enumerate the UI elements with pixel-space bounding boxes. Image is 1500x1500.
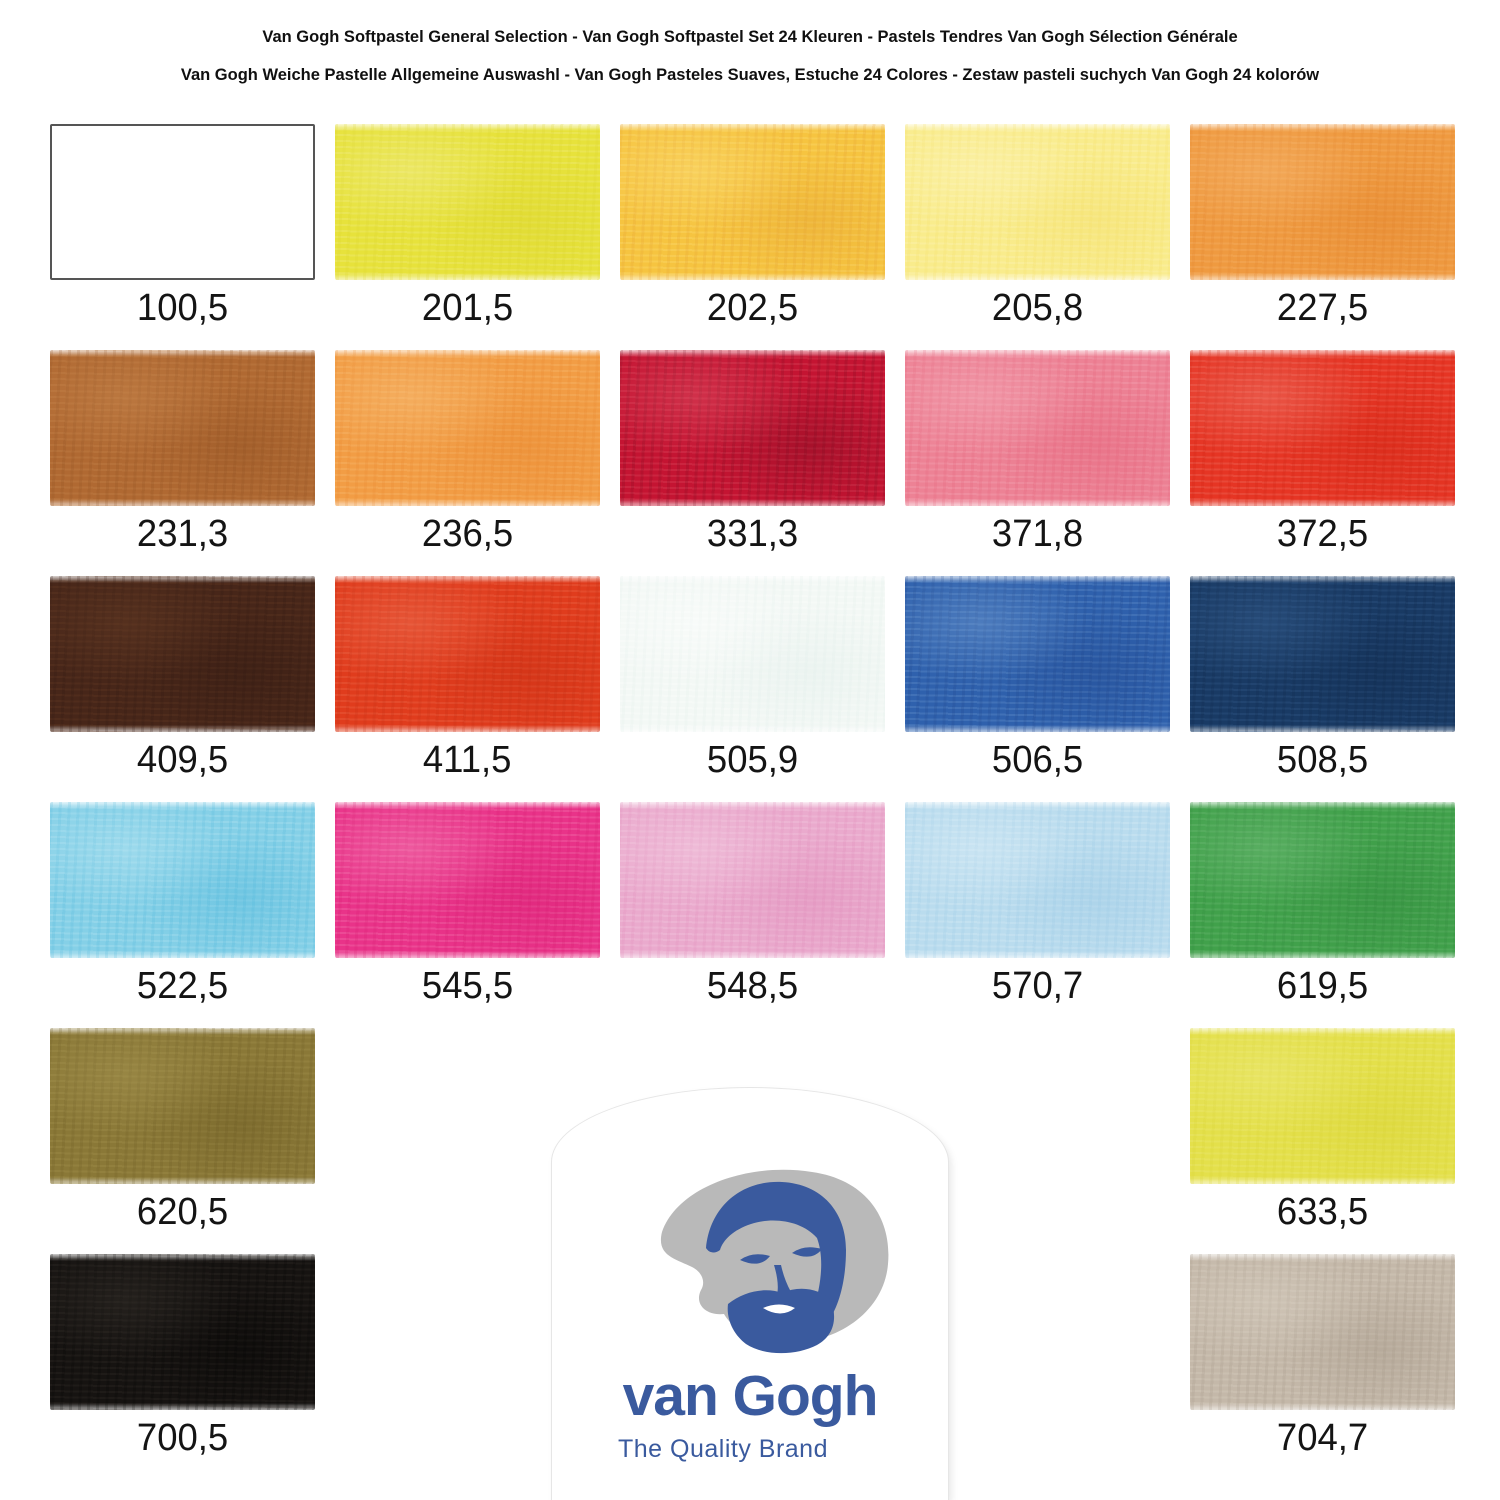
pastel-code-label: 409,5 xyxy=(136,739,229,781)
pastel-code-label: 545,5 xyxy=(421,965,514,1007)
pastel-swatch-cell: 506,5 xyxy=(905,576,1170,802)
pastel-code-label: 704,7 xyxy=(1276,1417,1369,1459)
pastel-swatch-cell: 100,5 xyxy=(50,124,315,350)
brand-tagline: The Quality Brand xyxy=(618,1435,828,1463)
title-line-2: Van Gogh Weiche Pastelle Allgemeine Ausw… xyxy=(180,66,1320,84)
pastel-code-label: 205,8 xyxy=(991,287,1084,329)
pastel-swatch-cell: 331,3 xyxy=(620,350,885,576)
pastel-swatch xyxy=(50,1254,315,1410)
pastel-swatch xyxy=(50,350,315,506)
pastel-swatch xyxy=(50,802,315,958)
pastel-swatch-cell: 545,5 xyxy=(335,802,600,1028)
pastel-swatch-cell: 570,7 xyxy=(905,802,1170,1028)
pastel-code-label: 619,5 xyxy=(1276,965,1369,1007)
pastel-swatch xyxy=(905,350,1170,506)
pastel-swatch xyxy=(335,124,600,280)
pastel-swatch xyxy=(620,802,885,958)
pastel-code-label: 506,5 xyxy=(991,739,1084,781)
pastel-swatch-cell: 505,9 xyxy=(620,576,885,802)
brand-name: van Gogh xyxy=(622,1364,879,1428)
pastel-swatch-cell: 201,5 xyxy=(335,124,600,350)
pastel-swatch-cell: 411,5 xyxy=(335,576,600,802)
pastel-swatch-cell: 227,5 xyxy=(1190,124,1455,350)
pastel-code-label: 371,8 xyxy=(991,513,1084,555)
pastel-code-label: 331,3 xyxy=(706,513,799,555)
page-header: Van Gogh Softpastel General Selection - … xyxy=(0,28,1500,85)
pastel-swatch-cell: 620,5 xyxy=(50,1028,315,1254)
pastel-code-label: 236,5 xyxy=(421,513,514,555)
pastel-swatch xyxy=(1190,1028,1455,1184)
pastel-swatch-cell: 700,5 xyxy=(50,1254,315,1480)
pastel-swatch-cell: 202,5 xyxy=(620,124,885,350)
pastel-swatch-cell: 236,5 xyxy=(335,350,600,576)
pastel-code-label: 202,5 xyxy=(706,287,799,329)
pastel-code-label: 548,5 xyxy=(706,965,799,1007)
pastel-swatch xyxy=(620,576,885,732)
pastel-swatch-cell: 409,5 xyxy=(50,576,315,802)
pastel-swatch-cell: 205,8 xyxy=(905,124,1170,350)
pastel-swatch xyxy=(335,802,600,958)
pastel-swatch xyxy=(1190,1254,1455,1410)
pastel-swatch xyxy=(620,350,885,506)
pastel-swatch-cell: 548,5 xyxy=(620,802,885,1028)
pastel-code-label: 231,3 xyxy=(136,513,229,555)
title-line-1: Van Gogh Softpastel General Selection - … xyxy=(262,28,1238,46)
pastel-code-label: 508,5 xyxy=(1276,739,1369,781)
pastel-swatch xyxy=(335,576,600,732)
pastel-swatch xyxy=(1190,802,1455,958)
pastel-swatch-cell: 508,5 xyxy=(1190,576,1455,802)
pastel-code-label: 570,7 xyxy=(991,965,1084,1007)
pastel-swatch xyxy=(50,124,315,280)
pastel-code-label: 227,5 xyxy=(1276,287,1369,329)
pastel-code-label: 372,5 xyxy=(1276,513,1369,555)
pastel-swatch xyxy=(1190,576,1455,732)
van-gogh-face-icon xyxy=(600,1152,900,1372)
pastel-code-label: 620,5 xyxy=(136,1191,229,1233)
pastel-code-label: 522,5 xyxy=(136,965,229,1007)
swatch-grid: 100,5 201,5 202,5 205,8 227,5 231,3 236,5 331,3… xyxy=(50,124,1455,1480)
pastel-swatch-cell: 371,8 xyxy=(905,350,1170,576)
pastel-code-label: 201,5 xyxy=(421,287,514,329)
pastel-code-label: 411,5 xyxy=(423,739,512,781)
pastel-swatch xyxy=(335,350,600,506)
pastel-swatch xyxy=(905,576,1170,732)
pastel-swatch xyxy=(50,1028,315,1184)
pastel-swatch xyxy=(1190,124,1455,280)
pastel-swatch xyxy=(50,576,315,732)
pastel-swatch-cell: 372,5 xyxy=(1190,350,1455,576)
pastel-swatch xyxy=(1190,350,1455,506)
pastel-swatch xyxy=(620,124,885,280)
pastel-swatch-cell: 619,5 xyxy=(1190,802,1455,1028)
van-gogh-logo-card: van Gogh The Quality Brand xyxy=(552,1088,948,1500)
pastel-swatch-cell: 633,5 xyxy=(1190,1028,1455,1254)
pastel-code-label: 700,5 xyxy=(136,1417,229,1459)
pastel-swatch-cell: 704,7 xyxy=(1190,1254,1455,1480)
pastel-swatch-cell: 522,5 xyxy=(50,802,315,1028)
pastel-swatch xyxy=(905,802,1170,958)
pastel-swatch xyxy=(905,124,1170,280)
pastel-code-label: 505,9 xyxy=(706,739,799,781)
pastel-swatch-cell: 231,3 xyxy=(50,350,315,576)
pastel-code-label: 633,5 xyxy=(1276,1191,1369,1233)
pastel-code-label: 100,5 xyxy=(136,287,229,329)
